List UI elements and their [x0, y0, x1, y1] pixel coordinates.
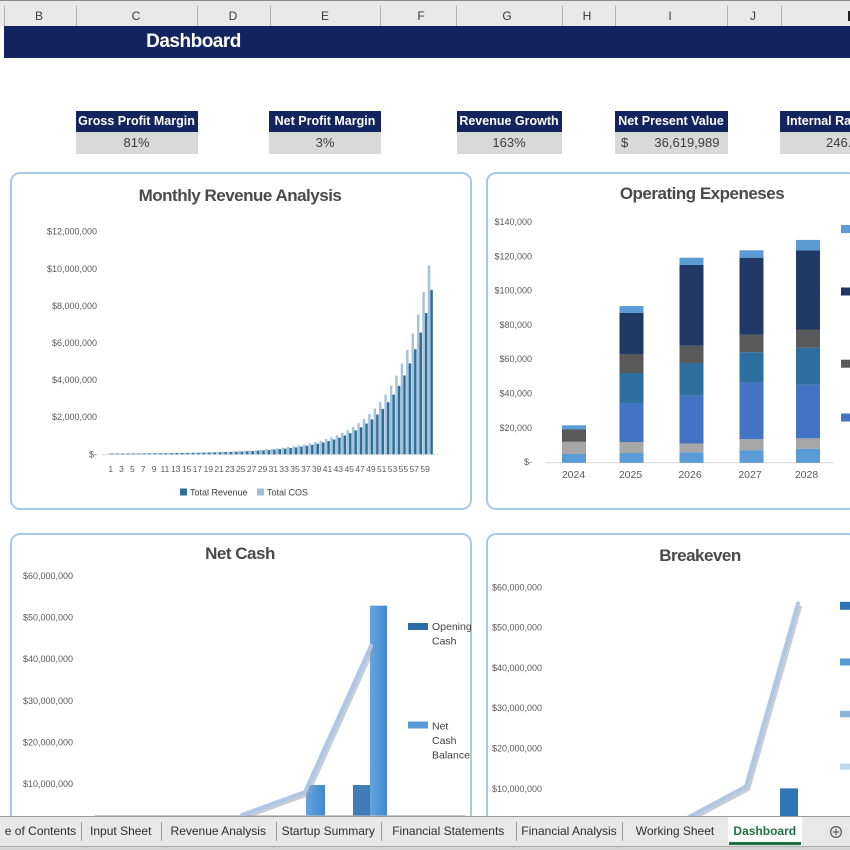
svg-text:$60,000,000: $60,000,000 — [23, 571, 73, 581]
svg-text:Cash: Cash — [432, 735, 457, 747]
svg-text:Breakeven: Breakeven — [659, 546, 741, 565]
svg-text:$30,000,000: $30,000,000 — [492, 703, 542, 713]
svg-text:53: 53 — [388, 464, 398, 474]
svg-text:$8,000,000: $8,000,000 — [52, 301, 97, 311]
svg-text:Net Cash: Net Cash — [205, 544, 275, 563]
svg-text:57: 57 — [409, 464, 419, 474]
svg-text:2028: 2028 — [795, 469, 819, 481]
svg-text:31: 31 — [269, 464, 279, 474]
svg-text:23: 23 — [225, 464, 235, 474]
svg-text:5: 5 — [130, 464, 135, 474]
svg-text:1: 1 — [108, 464, 113, 474]
svg-text:$20,000,000: $20,000,000 — [492, 744, 542, 754]
svg-text:43: 43 — [334, 464, 344, 474]
svg-text:$-: $- — [524, 457, 532, 467]
svg-text:Monthly Revenue Analysis: Monthly Revenue Analysis — [139, 186, 342, 205]
svg-text:Balance: Balance — [432, 750, 470, 762]
svg-text:17: 17 — [193, 464, 203, 474]
svg-text:$12,000,000: $12,000,000 — [47, 227, 97, 237]
svg-text:2024: 2024 — [562, 469, 586, 481]
svg-text:$40,000: $40,000 — [499, 389, 532, 399]
svg-text:9: 9 — [152, 464, 157, 474]
svg-text:41: 41 — [323, 464, 333, 474]
svg-text:$6,000,000: $6,000,000 — [52, 338, 97, 348]
svg-text:Opening: Opening — [432, 621, 472, 633]
svg-text:13: 13 — [171, 464, 181, 474]
svg-text:27: 27 — [247, 464, 257, 474]
svg-text:$10,000,000: $10,000,000 — [47, 264, 97, 274]
svg-text:19: 19 — [204, 464, 214, 474]
svg-text:$50,000,000: $50,000,000 — [23, 613, 73, 623]
svg-text:Total COS: Total COS — [267, 488, 308, 498]
svg-text:$4,000,000: $4,000,000 — [52, 375, 97, 385]
svg-text:21: 21 — [214, 464, 224, 474]
svg-text:2026: 2026 — [678, 469, 702, 481]
svg-text:35: 35 — [290, 464, 300, 474]
svg-text:Operating Expeneses: Operating Expeneses — [620, 184, 784, 203]
svg-text:33: 33 — [279, 464, 289, 474]
svg-text:47: 47 — [355, 464, 365, 474]
svg-text:$40,000,000: $40,000,000 — [23, 654, 73, 664]
svg-text:51: 51 — [377, 464, 387, 474]
svg-text:$80,000: $80,000 — [499, 320, 532, 330]
svg-text:45: 45 — [344, 464, 354, 474]
svg-text:55: 55 — [399, 464, 409, 474]
svg-text:$40,000,000: $40,000,000 — [492, 663, 542, 673]
svg-text:11: 11 — [160, 464, 169, 474]
svg-text:2027: 2027 — [738, 469, 762, 481]
svg-text:$120,000: $120,000 — [494, 251, 532, 261]
svg-text:15: 15 — [182, 464, 192, 474]
svg-text:29: 29 — [258, 464, 268, 474]
svg-text:25: 25 — [236, 464, 246, 474]
svg-text:$30,000,000: $30,000,000 — [23, 696, 73, 706]
svg-text:$100,000: $100,000 — [494, 286, 532, 296]
svg-text:49: 49 — [366, 464, 376, 474]
svg-text:59: 59 — [420, 464, 430, 474]
svg-text:Total Revenue: Total Revenue — [190, 488, 248, 498]
svg-text:2025: 2025 — [619, 469, 643, 481]
svg-text:7: 7 — [141, 464, 146, 474]
svg-text:$-: $- — [89, 449, 97, 459]
svg-text:39: 39 — [312, 464, 322, 474]
svg-text:$60,000: $60,000 — [499, 354, 532, 364]
svg-text:$140,000: $140,000 — [494, 217, 532, 227]
svg-text:$20,000,000: $20,000,000 — [23, 737, 73, 747]
svg-text:$20,000: $20,000 — [499, 423, 532, 433]
svg-text:Net: Net — [432, 721, 448, 733]
svg-text:$10,000,000: $10,000,000 — [492, 784, 542, 794]
svg-text:$60,000,000: $60,000,000 — [492, 582, 542, 592]
svg-text:3: 3 — [119, 464, 124, 474]
svg-text:$10,000,000: $10,000,000 — [23, 779, 73, 789]
svg-text:$50,000,000: $50,000,000 — [492, 623, 542, 633]
svg-text:Cash: Cash — [432, 636, 457, 648]
svg-text:$2,000,000: $2,000,000 — [52, 412, 97, 422]
svg-text:37: 37 — [301, 464, 311, 474]
